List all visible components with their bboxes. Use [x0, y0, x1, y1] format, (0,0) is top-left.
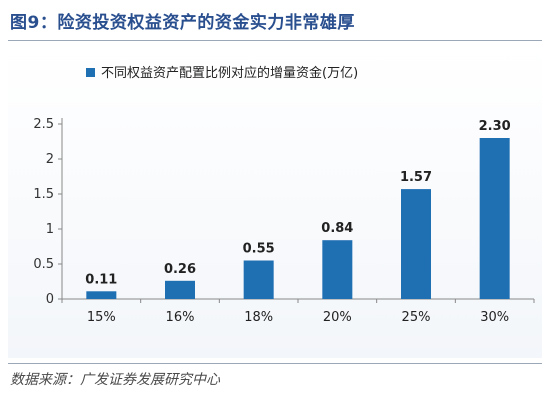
y-tick-label: 0: [46, 292, 54, 307]
figure-title: 图9：险资投资权益资产的资金实力非常雄厚: [10, 13, 355, 33]
x-tick-label: 18%: [244, 310, 273, 325]
data-label: 0.26: [164, 262, 196, 277]
y-tick-label: 2.5: [33, 117, 54, 132]
legend-swatch: [86, 68, 95, 77]
data-label: 0.55: [243, 242, 275, 257]
bar-20pct: [322, 240, 353, 299]
data-label: 0.11: [85, 272, 117, 287]
bar-30pct: [479, 138, 510, 299]
x-tick-label: 30%: [480, 310, 509, 325]
data-label: 1.57: [400, 170, 432, 185]
source-divider: [8, 363, 542, 364]
bar-25pct: [401, 189, 431, 299]
x-tick-label: 25%: [402, 310, 431, 325]
bar-chart: 不同权益资产配置比例对应的增量资金(万亿) 0 0.5 1 1.5 2 2.5 0.11 15%…: [33, 65, 535, 325]
x-tick-label: 15%: [87, 310, 116, 325]
legend-label: 不同权益资产配置比例对应的增量资金(万亿): [101, 65, 358, 81]
source-note: 数据来源：广发证券发展研究中心: [10, 372, 220, 388]
chart-panel: 不同权益资产配置比例对应的增量资金(万亿) 0 0.5 1 1.5 2 2.5 0.11 15%…: [8, 46, 542, 358]
bar-15pct: [86, 291, 117, 299]
data-label: 2.30: [479, 119, 511, 134]
x-tick-label: 20%: [323, 310, 352, 325]
bar-16pct: [165, 280, 195, 299]
y-tick-label: 1: [46, 222, 54, 237]
y-tick-label: 1.5: [33, 187, 54, 202]
title-divider: [8, 40, 542, 41]
data-label: 0.84: [321, 221, 353, 236]
bar-18pct: [243, 260, 274, 299]
y-tick-label: 2: [46, 152, 54, 167]
y-tick-label: 0.5: [33, 257, 54, 272]
x-tick-label: 16%: [166, 310, 195, 325]
